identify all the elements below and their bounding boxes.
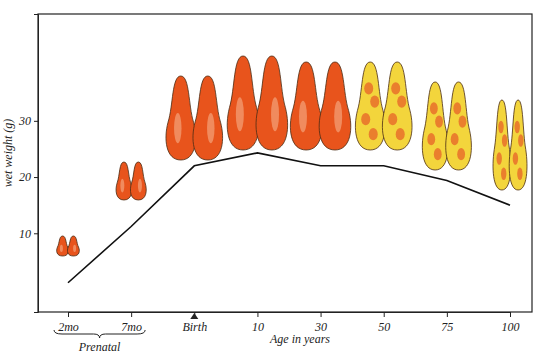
thymus-lobe bbox=[493, 100, 511, 190]
plot-frame bbox=[38, 14, 532, 312]
thymus-patch bbox=[451, 133, 459, 145]
y-tick: 30 bbox=[18, 114, 38, 128]
thymus-highlight bbox=[236, 97, 244, 131]
annotation: Prenatal bbox=[78, 340, 121, 354]
thymus-lobe bbox=[57, 236, 69, 256]
thymus-patch bbox=[515, 121, 520, 134]
thymus-highlight bbox=[138, 179, 142, 193]
chart: 2mo7moBirth10305075100102030Age in years… bbox=[0, 0, 547, 359]
x-tick-mark bbox=[321, 312, 322, 317]
thymus-lobe bbox=[227, 56, 259, 150]
x-axis-title: Age in years bbox=[269, 332, 330, 346]
data-line bbox=[68, 153, 510, 283]
thymus-illustrations bbox=[57, 56, 527, 256]
x-tick-mark bbox=[257, 312, 258, 317]
x-tick: 75 bbox=[441, 312, 453, 334]
y-axis-title: wet weight (g) bbox=[1, 119, 15, 188]
thymus-patch bbox=[430, 102, 438, 114]
thymus-patch bbox=[498, 121, 503, 134]
thymus-lobe bbox=[166, 76, 196, 160]
thymus-highlight bbox=[174, 113, 182, 143]
y-axis: 10 20 30 bbox=[18, 15, 39, 313]
x-tick-mark bbox=[131, 312, 132, 317]
x-tick-mark bbox=[68, 312, 69, 317]
x-axis: 2mo 7mo Birth 10 30 50 75 100 bbox=[58, 312, 519, 334]
x-tick-mark bbox=[510, 312, 511, 317]
thymus-lobe bbox=[509, 100, 527, 190]
thymus-patch bbox=[434, 148, 442, 160]
thymus-lobe bbox=[319, 62, 351, 150]
x-tick: 10 bbox=[252, 312, 264, 334]
x-tick-label: 2mo bbox=[58, 320, 79, 334]
thymus-patch bbox=[502, 134, 507, 147]
thymus-highlight bbox=[271, 97, 279, 131]
thymus-highlight bbox=[60, 245, 63, 252]
thymus-patch bbox=[457, 148, 465, 160]
x-axis-line bbox=[69, 313, 511, 318]
thymus-lobe bbox=[355, 62, 385, 150]
thymus-patch bbox=[364, 82, 373, 94]
x-tick-label: 7mo bbox=[121, 320, 142, 334]
x-tick: 50 bbox=[378, 312, 390, 334]
thymus-patch bbox=[517, 168, 522, 181]
x-tick: Birth bbox=[182, 312, 207, 334]
thymus-patch bbox=[388, 113, 397, 125]
thymus-patch bbox=[370, 95, 379, 107]
thymus-patch bbox=[497, 152, 502, 165]
thymus-patch bbox=[391, 82, 400, 94]
thymus-highlight bbox=[299, 101, 307, 133]
thymus-patch bbox=[501, 168, 506, 181]
x-tick-mark bbox=[447, 312, 448, 317]
x-tick: 2mo bbox=[58, 312, 79, 334]
y-tick-label: 20 bbox=[19, 170, 31, 184]
thymus-patch bbox=[518, 134, 523, 147]
y-tick-mark bbox=[34, 177, 38, 178]
y-tick-label: 30 bbox=[18, 114, 31, 128]
birth-marker bbox=[190, 313, 198, 319]
thymus-highlight bbox=[334, 101, 342, 133]
prenatal-brace bbox=[54, 330, 145, 338]
thymus-patch bbox=[459, 115, 467, 127]
thymus-patch bbox=[435, 115, 443, 127]
thymus-patch bbox=[397, 95, 406, 107]
line-group bbox=[68, 153, 510, 283]
y-tick-mark bbox=[34, 233, 38, 234]
x-tick-label: 100 bbox=[502, 320, 520, 334]
x-tick: 100 bbox=[502, 312, 520, 334]
thymus-lobe bbox=[193, 76, 223, 160]
thymus-highlight bbox=[73, 245, 76, 252]
x-tick-label: 50 bbox=[378, 320, 390, 334]
x-tick: 30 bbox=[314, 312, 327, 334]
y-axis-line bbox=[34, 15, 39, 313]
thymus-lobe bbox=[290, 62, 322, 150]
thymus-highlight bbox=[120, 179, 124, 193]
thymus-patch bbox=[513, 152, 518, 165]
x-tick-label: 10 bbox=[252, 320, 264, 334]
thymus-patch bbox=[361, 113, 370, 125]
thymus-lobe bbox=[67, 236, 79, 256]
thymus-lobe bbox=[446, 82, 472, 170]
x-tick-label: Birth bbox=[182, 320, 207, 334]
y-tick-mark bbox=[34, 121, 38, 122]
thymus-lobe bbox=[382, 62, 412, 150]
thymus-patch bbox=[427, 133, 435, 145]
x-tick-label: 75 bbox=[441, 320, 453, 334]
thymus-lobe bbox=[422, 82, 448, 170]
thymus-patch bbox=[396, 128, 405, 140]
thymus-patch bbox=[369, 128, 378, 140]
thymus-lobe bbox=[130, 162, 146, 200]
y-tick: 10 bbox=[19, 227, 38, 241]
thymus-lobe bbox=[116, 162, 132, 200]
x-tick-mark bbox=[384, 312, 385, 317]
y-tick: 20 bbox=[19, 170, 38, 184]
y-tick-label: 10 bbox=[19, 227, 31, 241]
thymus-highlight bbox=[207, 113, 215, 143]
x-tick: 7mo bbox=[121, 312, 142, 334]
thymus-lobe bbox=[256, 56, 288, 150]
thymus-patch bbox=[453, 102, 461, 114]
